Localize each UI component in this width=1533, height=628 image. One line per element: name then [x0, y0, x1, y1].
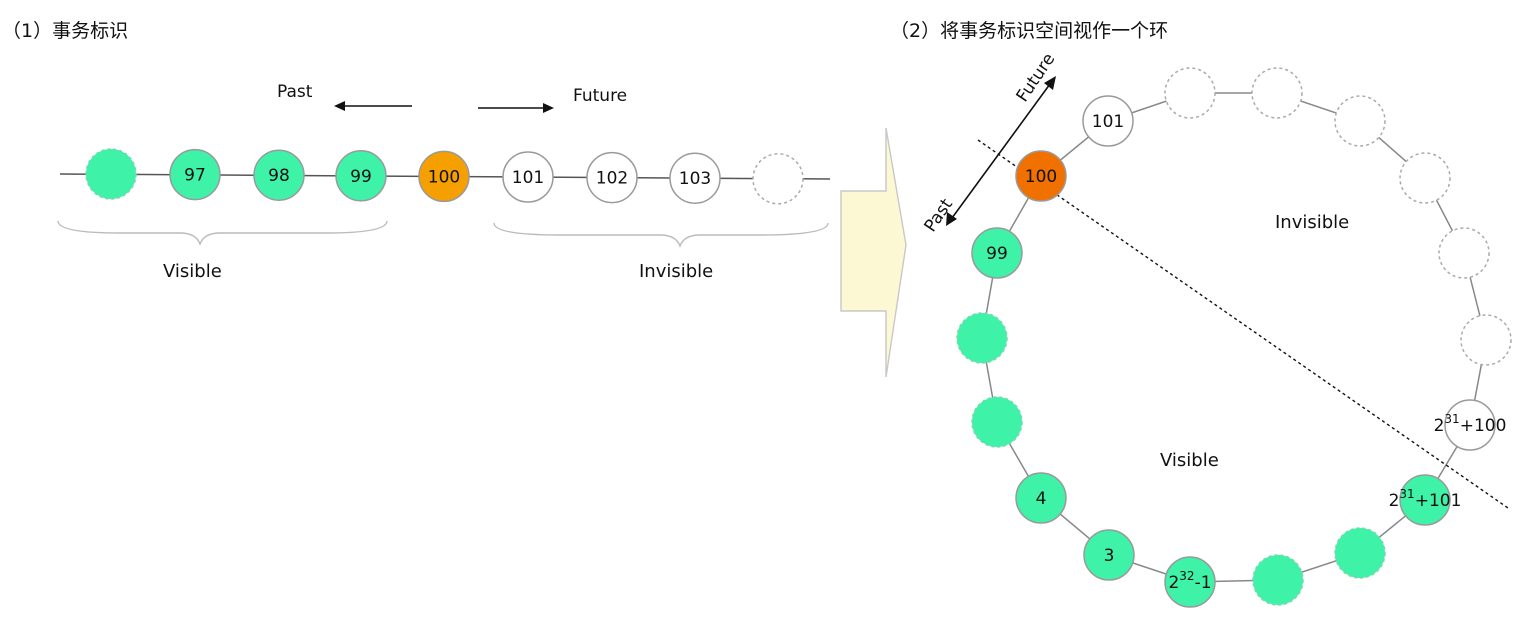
future-arrowhead-ring [1044, 76, 1056, 90]
ring-node [1015, 472, 1067, 524]
ring-node [1164, 556, 1216, 608]
ring-node [1251, 67, 1303, 119]
ring-node [1399, 152, 1451, 204]
linear-node [85, 148, 137, 200]
invisible-brace [493, 222, 829, 249]
ring-node [1444, 399, 1496, 451]
linear-node-label: 101 [512, 168, 544, 188]
ring-node [1015, 150, 1067, 202]
ring-node-label: 101 [1092, 112, 1124, 132]
ring-node [971, 227, 1023, 279]
visible-label-ring: Visible [1160, 450, 1219, 471]
linear-node [669, 152, 721, 204]
ring-node-group: 100 101 231+100 231+101 232-1 3 4 99 [956, 67, 1512, 608]
ring-node [971, 396, 1023, 448]
linear-node [752, 153, 804, 205]
linear-node [169, 148, 221, 201]
linear-node-label: 98 [268, 166, 290, 186]
transition-arrow [840, 127, 907, 378]
linear-node-label: 103 [679, 169, 711, 189]
ring-node-label: 4 [1036, 489, 1047, 509]
ring-node [956, 312, 1008, 364]
ring-node [1460, 314, 1512, 366]
ring-node-power-label: 232-1 [1168, 569, 1211, 593]
linear-node-group: 97 98 99 100 101 102 103 [85, 148, 804, 205]
past-label-linear: Past [277, 82, 313, 102]
linear-node [586, 151, 638, 204]
ring-node-label: 100 [1025, 167, 1057, 187]
linear-node [502, 151, 554, 203]
past-arrowhead-ring [946, 212, 957, 226]
panel1-title: （1）事务标识 [2, 20, 128, 42]
future-label-linear: Future [573, 86, 627, 106]
ring-node [1082, 95, 1134, 147]
panel2-ring: Future Past Invisible Visible 100101231+… [921, 50, 1512, 608]
panel1-linear: Past Future 97 98 99 100 101 102 103 Visible I… [57, 82, 831, 282]
future-arrowhead [543, 103, 554, 113]
linear-node-label: 97 [184, 166, 206, 186]
invisible-label-ring: Invisible [1275, 212, 1349, 233]
linear-node [253, 149, 305, 201]
visible-label-linear: Visible [163, 261, 222, 282]
ring-node [1438, 227, 1490, 279]
ring-node-power-label: 231+100 [1434, 412, 1507, 436]
ring-node [1334, 527, 1386, 579]
ring-node-label: 3 [1104, 546, 1115, 566]
ring-node [1252, 554, 1304, 606]
ring-node-label: 99 [986, 244, 1008, 264]
past-arrowhead [334, 101, 345, 111]
linear-node-label: 102 [596, 169, 628, 189]
future-past-axis [951, 83, 1051, 219]
visible-brace [57, 220, 388, 247]
panel2-title: （2）将事务标识空间视作一个环 [890, 20, 1168, 42]
ring-node [1334, 95, 1386, 147]
linear-node [418, 150, 470, 203]
ring-node [1399, 474, 1451, 526]
linear-node [335, 150, 387, 202]
ring-node [1164, 67, 1216, 119]
linear-node-label: 99 [350, 167, 372, 187]
ring-node [1083, 529, 1135, 581]
linear-node-label: 100 [428, 167, 460, 187]
invisible-label-linear: Invisible [639, 261, 713, 282]
future-label-ring: Future [1013, 50, 1060, 106]
ring-node-power-label: 231+101 [1389, 487, 1462, 511]
